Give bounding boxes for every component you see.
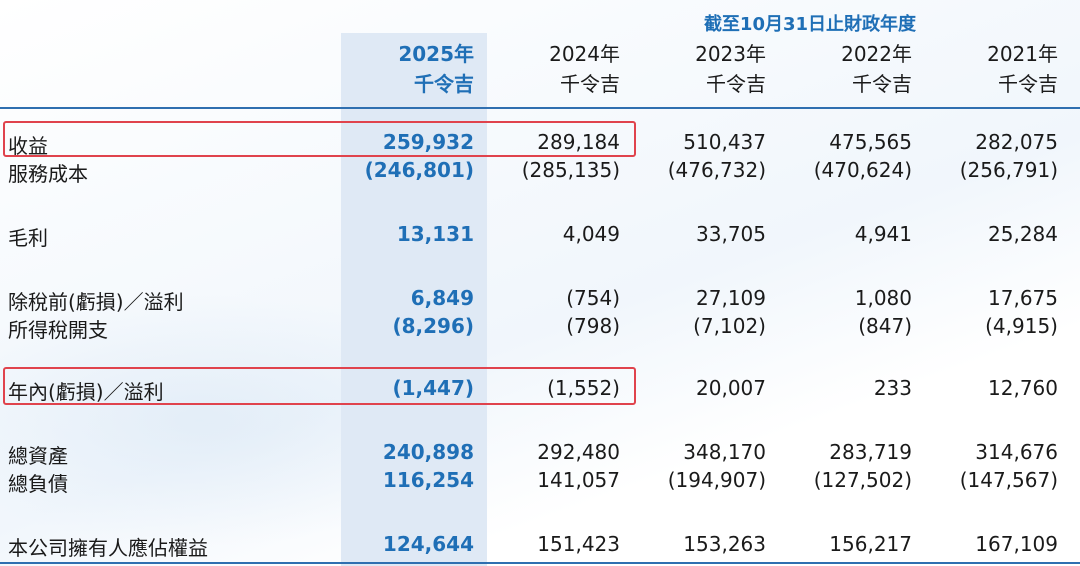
row-label: 總負債 — [8, 472, 68, 496]
value-2023: 33,705 — [696, 222, 766, 246]
value-2023: 20,007 — [696, 376, 766, 400]
table-row: 年內(虧損)／溢利 (1,447) (1,552) 20,007 233 12,… — [0, 376, 1080, 404]
table-top-rule — [0, 107, 1080, 109]
value-2021: (4,915) — [985, 314, 1058, 338]
unit-header-2022: 千令吉 — [852, 72, 912, 96]
value-2023: 27,109 — [696, 286, 766, 310]
value-2021: (147,567) — [959, 468, 1058, 492]
value-2025: 240,898 — [382, 440, 474, 464]
unit-header-2021: 千令吉 — [998, 72, 1058, 96]
row-label: 除稅前(虧損)／溢利 — [8, 290, 184, 314]
value-2022: 283,719 — [829, 440, 912, 464]
table-row: 總資產 240,898 292,480 348,170 283,719 314,… — [0, 440, 1080, 468]
year-header-2024: 2024年 — [549, 42, 620, 66]
value-2022: 1,080 — [854, 286, 912, 310]
value-2024: 292,480 — [537, 440, 620, 464]
value-2021: 314,676 — [975, 440, 1058, 464]
value-2023: (7,102) — [693, 314, 766, 338]
value-2022: 475,565 — [829, 130, 912, 154]
row-label: 毛利 — [8, 226, 48, 250]
value-2024: 289,184 — [537, 130, 620, 154]
table-row: 所得稅開支 (8,296) (798) (7,102) (847) (4,915… — [0, 314, 1080, 342]
value-2025: 6,849 — [410, 286, 474, 310]
profit-callout-box — [3, 367, 636, 405]
period-header: 截至10月31日止財政年度 — [703, 14, 917, 35]
value-2021: 12,760 — [988, 376, 1058, 400]
revenue-callout-box — [3, 121, 636, 157]
value-2024: (285,135) — [521, 158, 620, 182]
value-2025: (1,447) — [392, 376, 474, 400]
value-2021: 17,675 — [988, 286, 1058, 310]
unit-header-2024: 千令吉 — [560, 72, 620, 96]
value-2023: 348,170 — [683, 440, 766, 464]
value-2022: (127,502) — [813, 468, 912, 492]
row-label: 服務成本 — [8, 162, 88, 186]
value-2024: 4,049 — [562, 222, 620, 246]
value-2023: 153,263 — [683, 532, 766, 556]
value-2025: (246,801) — [364, 158, 474, 182]
value-2025: (8,296) — [392, 314, 474, 338]
value-2023: (194,907) — [667, 468, 766, 492]
year-header-2023: 2023年 — [695, 42, 766, 66]
table-row: 總負債 116,254 141,057 (194,907) (127,502) … — [0, 468, 1080, 496]
table-bottom-rule — [0, 562, 1080, 564]
unit-header-2025: 千令吉 — [414, 72, 474, 96]
value-2021: 25,284 — [988, 222, 1058, 246]
row-label: 所得稅開支 — [8, 318, 108, 342]
value-2025: 124,644 — [382, 532, 474, 556]
unit-header-2023: 千令吉 — [706, 72, 766, 96]
value-2024: 151,423 — [537, 532, 620, 556]
row-label: 收益 — [8, 134, 48, 158]
value-2021: 167,109 — [975, 532, 1058, 556]
value-2022: 4,941 — [854, 222, 912, 246]
value-2024: (1,552) — [547, 376, 620, 400]
value-2022: (470,624) — [813, 158, 912, 182]
table-row: 毛利 13,131 4,049 33,705 4,941 25,284 — [0, 222, 1080, 250]
value-2025: 259,932 — [382, 130, 474, 154]
value-2024: (798) — [566, 314, 620, 338]
value-2022: (847) — [858, 314, 912, 338]
year-header-2021: 2021年 — [987, 42, 1058, 66]
table-row: 收益 259,932 289,184 510,437 475,565 282,0… — [0, 130, 1080, 158]
value-2022: 233 — [873, 376, 912, 400]
table-row: 除稅前(虧損)／溢利 6,849 (754) 27,109 1,080 17,6… — [0, 286, 1080, 314]
value-2023: 510,437 — [683, 130, 766, 154]
value-2025: 13,131 — [396, 222, 474, 246]
value-2023: (476,732) — [667, 158, 766, 182]
year-header-2022: 2022年 — [841, 42, 912, 66]
value-2021: 282,075 — [975, 130, 1058, 154]
table-row: 本公司擁有人應佔權益 124,644 151,423 153,263 156,2… — [0, 532, 1080, 560]
year-header-2025: 2025年 — [398, 42, 474, 66]
row-label: 總資產 — [8, 444, 68, 468]
value-2021: (256,791) — [959, 158, 1058, 182]
row-label: 本公司擁有人應佔權益 — [8, 536, 208, 560]
value-2024: (754) — [566, 286, 620, 310]
table-row: 服務成本 (246,801) (285,135) (476,732) (470,… — [0, 158, 1080, 186]
value-2025: 116,254 — [382, 468, 474, 492]
value-2022: 156,217 — [829, 532, 912, 556]
row-label: 年內(虧損)／溢利 — [8, 380, 164, 404]
value-2024: 141,057 — [537, 468, 620, 492]
